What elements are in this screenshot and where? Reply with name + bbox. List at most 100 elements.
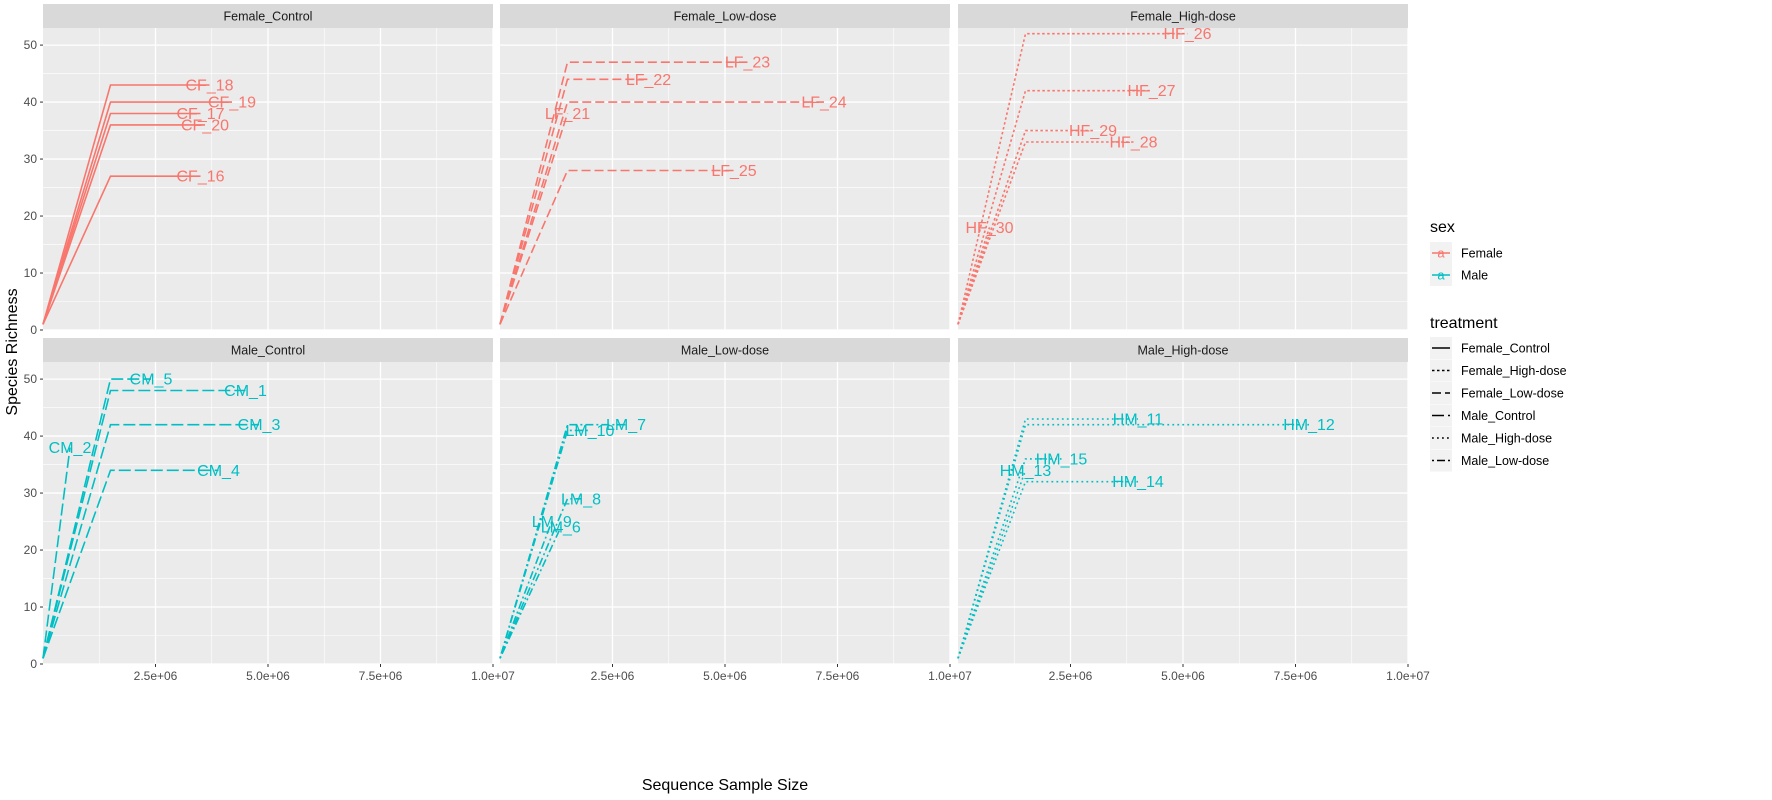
facet-strip [43, 338, 493, 362]
sample-label-lf-24: LF_24 [801, 95, 846, 112]
x-axis-title: Sequence Sample Size [642, 777, 808, 794]
sample-label-hm-15: HM_15 [1036, 451, 1088, 468]
series-line-lm-9 [499, 521, 553, 659]
facet-strip-label: Female_High-dose [1130, 10, 1236, 24]
series-line-lm-10 [499, 429, 590, 659]
y-tick-label: 50 [24, 38, 38, 52]
series-line-cm-1 [42, 389, 246, 659]
legend-label-female: Female [1461, 247, 1503, 261]
facet-strip [958, 338, 1408, 362]
series-line-hf-29 [957, 129, 1093, 325]
series-line-hf-28 [957, 141, 1134, 325]
facet-panel-male-high-dose: Male_High-dose 2.5e+06 5.0e+06 7.5e+06 1.0e+… [957, 338, 1430, 683]
sample-label-cf-18: CF_18 [185, 77, 233, 94]
sample-label-cf-20: CF_20 [181, 117, 229, 134]
y-tick-label: 30 [24, 486, 38, 500]
legend-key-glyph: a [1437, 268, 1445, 283]
series-line-lf-21 [499, 113, 569, 325]
sample-label-hf-28: HF_28 [1109, 134, 1157, 151]
series-line-hm-13 [957, 470, 1027, 659]
legend-key-glyph: a [1437, 246, 1445, 261]
series-line-lm-6 [499, 526, 562, 659]
sample-label-hm-11: HM_11 [1113, 411, 1163, 428]
sample-label-hm-12: HM_12 [1283, 417, 1335, 434]
facet-strip [43, 4, 493, 28]
facet-panel-female-control: Female_Control 0 10 20 30 40 50 CF_18CF_19CF_17… [24, 4, 494, 337]
y-tick-label: 30 [24, 152, 38, 166]
sample-label-hm-13: HM_13 [1000, 463, 1052, 480]
y-axis-title: Species Richness [4, 288, 21, 415]
sample-label-cm-2: CM_2 [49, 440, 92, 457]
series-line-lf-22 [499, 78, 649, 325]
series-line-cf-16 [42, 175, 201, 325]
series-line-hf-26 [957, 32, 1188, 325]
sample-label-cm-1: CM_1 [224, 383, 267, 400]
facet-strip [958, 4, 1408, 28]
sample-label-cm-5: CM_5 [130, 372, 173, 389]
x-tick-label: 7.5e+06 [359, 669, 403, 683]
x-tick-label: 1.0e+07 [928, 669, 972, 683]
sample-label-lf-23: LF_23 [725, 55, 770, 72]
facet-strip-label: Male_Control [231, 344, 305, 358]
sample-label-lm-10: LM_10 [566, 423, 615, 440]
sample-label-cf-17: CF_17 [176, 106, 224, 123]
legend-label-female-low-dose: Female_Low-dose [1461, 387, 1564, 401]
series-line-lf-23 [499, 61, 748, 325]
sample-label-hm-14: HM_14 [1112, 474, 1164, 491]
facet-strip [500, 4, 950, 28]
legend-title-treatment: treatment [1430, 315, 1498, 332]
series-line-cf-17 [42, 112, 201, 325]
sample-label-lf-22: LF_22 [626, 72, 671, 89]
legend-label-male: Male [1461, 269, 1488, 283]
x-tick-label: 7.5e+06 [816, 669, 860, 683]
y-tick-label: 40 [24, 95, 38, 109]
series-line-hm-12 [957, 423, 1309, 659]
sample-label-cf-16: CF_16 [176, 169, 224, 186]
series-line-cm-5 [42, 378, 151, 659]
legend-key-background [1430, 427, 1452, 449]
facet-strip-label: Female_Low-dose [674, 10, 777, 24]
sample-label-hf-30: HF_30 [965, 220, 1013, 237]
x-tick-label: 2.5e+06 [1049, 669, 1093, 683]
series-line-lf-24 [499, 101, 824, 325]
x-tick-label: 5.0e+06 [246, 669, 290, 683]
legend-label-male-high-dose: Male_High-dose [1461, 432, 1552, 446]
y-tick-label: 50 [24, 372, 38, 386]
facet-strip-label: Male_Low-dose [681, 344, 769, 358]
sample-label-cf-19: CF_19 [208, 95, 256, 112]
legend-label-female-high-dose: Female_High-dose [1461, 364, 1567, 378]
sample-label-hf-29: HF_29 [1069, 123, 1117, 140]
sample-label-lm-7: LM_7 [606, 417, 646, 434]
legend-label-female-control: Female_Control [1461, 342, 1550, 356]
sample-label-lm-9: LM_9 [532, 514, 572, 531]
x-tick-label: 5.0e+06 [1161, 669, 1205, 683]
series-line-hf-27 [957, 89, 1152, 325]
sample-label-cm-3: CM_3 [238, 417, 281, 434]
y-tick-label: 0 [30, 323, 37, 337]
legend-title-sex: sex [1430, 219, 1455, 236]
series-line-cf-18 [42, 84, 210, 325]
sample-label-lf-25: LF_25 [711, 163, 756, 180]
sample-label-lm-6: LM_6 [541, 520, 581, 537]
facet-panel-male-low-dose: Male_Low-dose 2.5e+06 5.0e+06 7.5e+06 1.0e+0… [499, 338, 972, 683]
y-tick-label: 10 [24, 600, 38, 614]
series-line-cm-3 [42, 423, 259, 659]
series-line-cf-19 [42, 101, 232, 325]
y-tick-label: 20 [24, 209, 38, 223]
facet-strip-label: Female_Control [224, 10, 313, 24]
sample-label-hf-26: HF_26 [1163, 26, 1211, 43]
sample-label-cm-4: CM_4 [197, 463, 240, 480]
x-tick-label: 7.5e+06 [1274, 669, 1318, 683]
legend-key-background [1430, 359, 1452, 382]
series-line-cf-20 [42, 124, 205, 325]
legend-label-male-low-dose: Male_Low-dose [1461, 454, 1549, 468]
x-tick-label: 1.0e+07 [471, 669, 515, 683]
y-tick-label: 10 [24, 266, 38, 280]
legend-label-male-control: Male_Control [1461, 409, 1535, 423]
y-tick-label: 20 [24, 543, 38, 557]
series-line-lm-8 [499, 497, 581, 659]
y-tick-label: 40 [24, 429, 38, 443]
